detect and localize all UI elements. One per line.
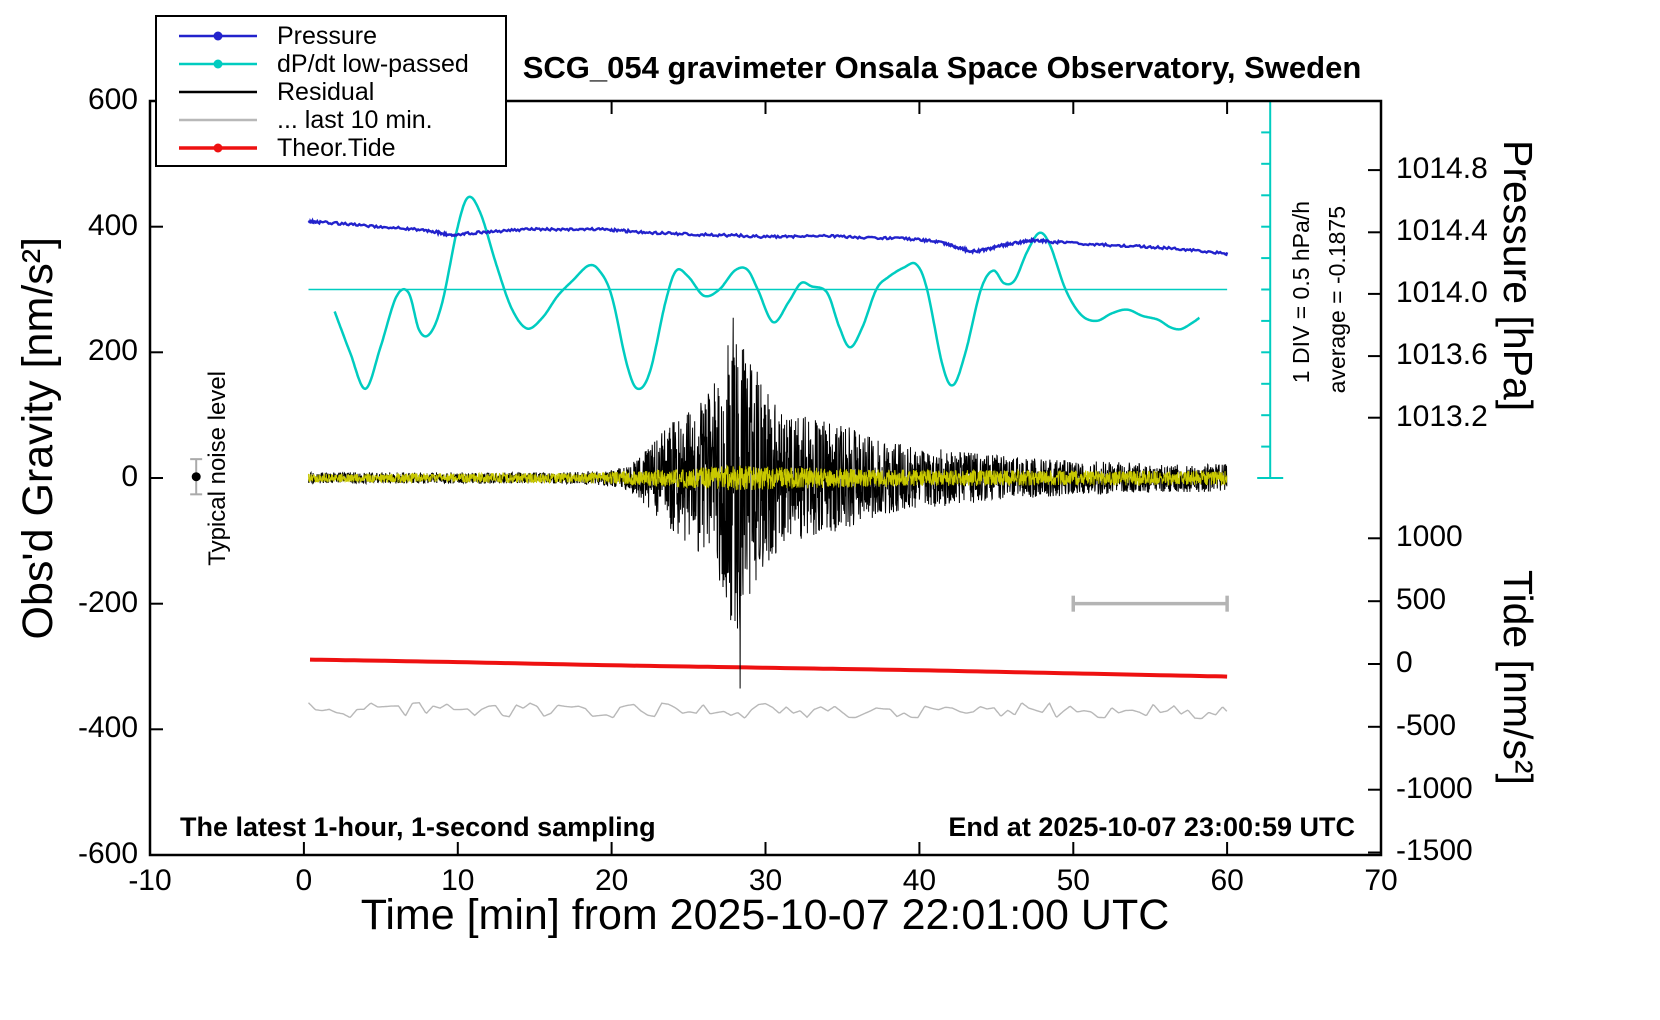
sampling-note: The latest 1-hour, 1-second sampling	[180, 812, 656, 842]
gravity-tick-label: -600	[77, 837, 138, 870]
series-residual-last10	[308, 464, 1228, 491]
time-tick-label: 50	[1056, 864, 1090, 897]
pressure-tick-label: 1014.4	[1396, 214, 1488, 248]
series-tide	[309, 657, 1228, 679]
time-tick-label: 30	[748, 864, 783, 897]
gravity-tick-label: 200	[87, 334, 138, 368]
series-pressure	[307, 217, 1229, 257]
tide-tick-label: 1000	[1396, 520, 1463, 554]
legend-item-3: ... last 10 min.	[157, 106, 505, 134]
y-axis-label-tide: Tide [nm/s²]	[1495, 570, 1541, 785]
legend-line-sample	[179, 90, 257, 94]
time-tick-label: 70	[1364, 864, 1398, 897]
legend-label: Theor.Tide	[277, 133, 396, 162]
dpdt-axis	[1257, 100, 1284, 479]
legend-marker-dot	[213, 59, 223, 69]
tide-tick-label: -500	[1396, 708, 1457, 742]
typical-noise-label: Typical noise level	[204, 371, 231, 566]
legend-marker-dot	[213, 143, 223, 153]
scale-bar	[1071, 595, 1229, 612]
gravity-tick-label: 400	[87, 208, 138, 242]
chart-title: SCG_054 gravimeter Onsala Space Observat…	[522, 50, 1362, 85]
series-residual	[308, 317, 1228, 689]
average-label: average = -0.1875	[1324, 206, 1350, 394]
time-tick-label: 40	[902, 864, 937, 897]
pressure-tick-label: 1014.0	[1396, 275, 1488, 309]
gravity-tick-label: 0	[121, 460, 138, 493]
legend: Pressure dP/dt low-passed Residual... last…	[155, 15, 507, 167]
tide-tick-label: 0	[1396, 645, 1413, 679]
end-time-note: End at 2025-10-07 23:00:59 UTC	[948, 812, 1355, 842]
pressure-tick-label: 1013.2	[1396, 399, 1488, 433]
div-scale-label: 1 DIV = 0.5 hPa/h	[1288, 201, 1314, 384]
legend-item-4: Theor.Tide	[157, 134, 505, 162]
time-tick-label: 0	[295, 864, 313, 897]
axis-ticks	[149, 100, 1382, 856]
x-axis-label: Time [min] from 2025-10-07 22:01:00 UTC	[360, 891, 1170, 939]
tide-tick-label: -1000	[1396, 771, 1473, 805]
series-residual-gray	[308, 701, 1228, 720]
time-tick-label: 20	[594, 864, 629, 897]
legend-line-sample	[179, 59, 257, 69]
legend-label: Pressure	[277, 21, 378, 50]
gravity-tick-label: 600	[87, 83, 138, 116]
legend-label: Residual	[277, 77, 375, 106]
legend-line-sample	[179, 31, 257, 41]
series-dpdt	[333, 195, 1201, 391]
legend-marker-dot	[213, 31, 223, 41]
gravity-tick-label: -200	[77, 585, 138, 619]
legend-label: dP/dt low-passed	[277, 49, 469, 78]
legend-line-sample	[179, 143, 257, 153]
tide-tick-label: -1500	[1396, 834, 1473, 868]
pressure-tick-label: 1014.8	[1396, 152, 1488, 186]
time-tick-label: -10	[128, 864, 172, 897]
time-tick-label: 10	[441, 864, 475, 897]
y-axis-label-gravity: Obs'd Gravity [nm/s²]	[14, 237, 62, 640]
pressure-tick-label: 1013.6	[1396, 338, 1488, 372]
legend-item-2: Residual	[157, 78, 505, 106]
legend-item-1: dP/dt low-passed	[157, 50, 505, 78]
legend-line-sample	[179, 118, 257, 122]
tide-tick-label: 500	[1396, 583, 1447, 617]
y-axis-label-pressure: Pressure [hPa]	[1495, 140, 1541, 412]
legend-label: ... last 10 min.	[277, 105, 433, 134]
typical-noise-marker	[190, 458, 203, 496]
time-tick-label: 60	[1210, 864, 1244, 897]
gravity-tick-label: -400	[77, 711, 138, 745]
legend-item-0: Pressure	[157, 22, 505, 50]
